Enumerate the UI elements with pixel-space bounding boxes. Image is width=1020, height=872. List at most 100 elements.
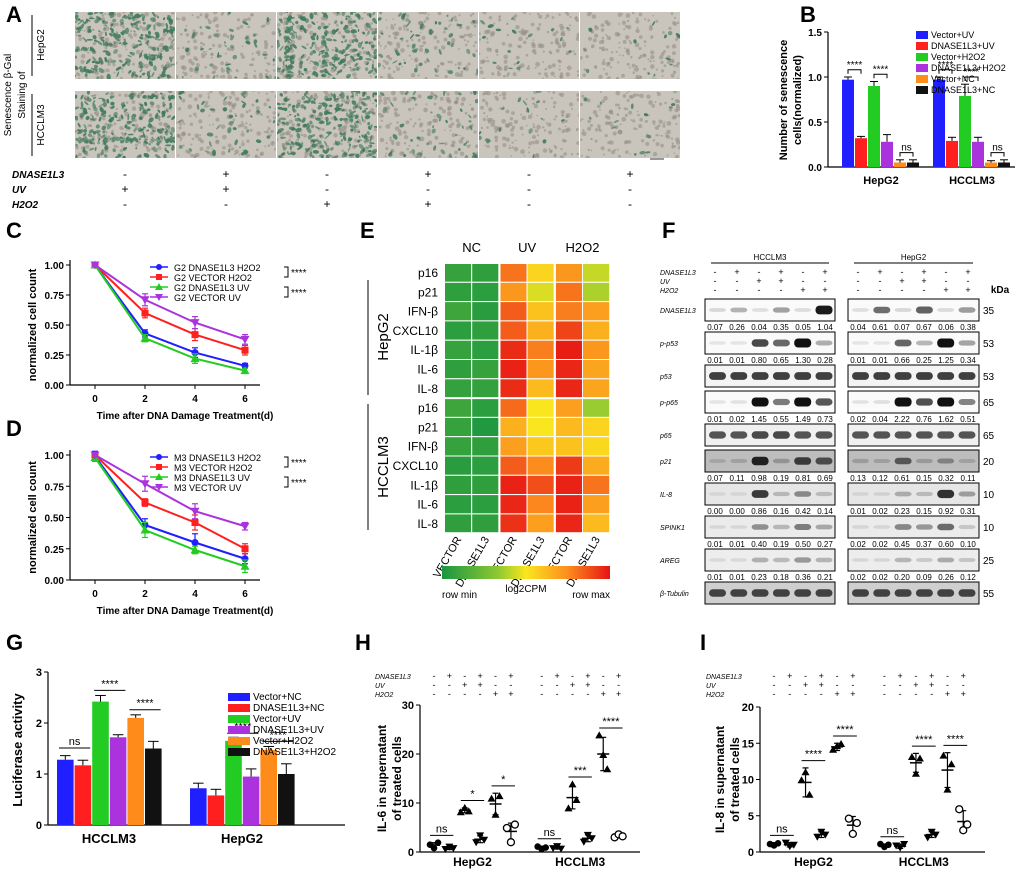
cell-grain — [489, 32, 495, 37]
cell-grain — [250, 13, 254, 17]
stained-cell — [446, 41, 451, 46]
point-marker — [156, 264, 162, 270]
stained-cell — [322, 25, 329, 29]
cell-grain — [263, 130, 266, 134]
stained-cell — [94, 146, 97, 151]
cell-grain — [438, 155, 442, 158]
cell-grain — [272, 63, 275, 66]
stained-cell — [507, 50, 512, 53]
stained-cell — [372, 54, 377, 59]
cell-grain — [389, 122, 392, 125]
blot-title: HepG2 — [901, 253, 927, 262]
cell-grain — [89, 124, 92, 127]
cell-grain — [80, 53, 86, 59]
cell-grain — [652, 76, 654, 79]
band-quant: 0.11 — [961, 474, 977, 483]
cell-grain — [636, 17, 639, 20]
point-marker — [495, 792, 504, 800]
stained-cell — [234, 114, 238, 117]
y-tick-label: 1.5 — [808, 28, 822, 39]
cell-grain — [371, 47, 375, 51]
stained-cell — [111, 139, 115, 143]
stained-cell — [225, 63, 232, 66]
cell-grain — [654, 101, 657, 103]
cell-grain — [94, 110, 100, 115]
cell-grain — [246, 139, 250, 143]
cell-grain — [601, 99, 605, 104]
cell-grain — [463, 39, 466, 42]
bar-dnase1l3-nc — [998, 162, 1010, 167]
point-marker — [191, 539, 199, 546]
cell-grain — [157, 146, 162, 151]
cell-grain — [221, 74, 226, 79]
row-label: IFN-β — [408, 305, 438, 319]
cell-grain — [409, 118, 412, 121]
cell-grain — [191, 13, 194, 17]
stained-cell — [112, 148, 116, 153]
cell-grain — [258, 156, 261, 158]
cell-grain — [459, 134, 461, 137]
cell-grain — [604, 19, 609, 24]
stained-cell — [315, 126, 320, 130]
stained-cell — [279, 117, 287, 121]
cell-grain — [598, 127, 601, 130]
y-axis-label: cells(normalized) — [792, 55, 804, 145]
cell-grain — [502, 142, 507, 148]
cell-grain — [473, 130, 477, 134]
panel-letter-f: F — [662, 218, 675, 243]
point-marker — [923, 834, 932, 842]
heatmap-cell — [554, 513, 583, 534]
cell-grain — [229, 109, 233, 113]
blot-band — [815, 491, 833, 497]
legend-entry: DNASE1L3+UV — [931, 41, 995, 51]
heatmap-cell — [526, 262, 556, 283]
sign: - — [736, 285, 739, 295]
blot-band — [915, 491, 933, 497]
cell-grain — [187, 104, 193, 110]
cell-grain — [479, 52, 481, 55]
cell-grain — [353, 138, 358, 143]
cell-grain — [609, 56, 614, 62]
cell-grain — [674, 98, 679, 103]
stained-cell — [148, 61, 154, 67]
cell-grain — [201, 53, 206, 59]
stained-cell — [665, 57, 672, 61]
stained-cell — [284, 45, 288, 50]
stained-cell — [291, 34, 296, 40]
row-label: IFN-β — [408, 440, 438, 454]
stained-cell — [113, 41, 117, 44]
cell-grain — [484, 144, 487, 147]
sign: + — [822, 267, 827, 277]
sign: + — [803, 680, 808, 690]
cell-grain — [412, 107, 415, 110]
stained-cell — [339, 93, 342, 97]
significance-label: **** — [291, 478, 307, 489]
stained-cell — [102, 130, 106, 134]
cell-grain — [555, 30, 559, 34]
cell-grain — [288, 111, 290, 113]
cell-grain — [296, 24, 301, 30]
heatmap-cell — [471, 301, 500, 322]
band-quant: 0.81 — [795, 474, 811, 483]
band-quant: 0.36 — [795, 573, 811, 582]
cell-grain — [519, 126, 524, 131]
band-quant: 1.49 — [795, 415, 811, 424]
cell-grain — [602, 49, 605, 52]
cell-grain — [673, 152, 676, 155]
stained-cell — [119, 59, 123, 63]
stained-cell — [115, 136, 121, 142]
data-point — [844, 814, 853, 823]
blot-band — [852, 308, 869, 312]
cell-grain — [385, 124, 391, 129]
bar-dnase1l3-h2o2 — [278, 774, 295, 825]
stained-cell — [171, 56, 175, 59]
cell-grain — [333, 133, 338, 138]
cell-grain — [182, 144, 185, 147]
stained-cell — [366, 62, 369, 66]
stained-cell — [289, 44, 293, 50]
stained-cell — [108, 114, 111, 118]
micrograph-hepg2-1 — [75, 12, 175, 79]
blot-band — [709, 589, 726, 597]
cell-grain — [258, 74, 264, 79]
stained-cell — [610, 126, 618, 129]
